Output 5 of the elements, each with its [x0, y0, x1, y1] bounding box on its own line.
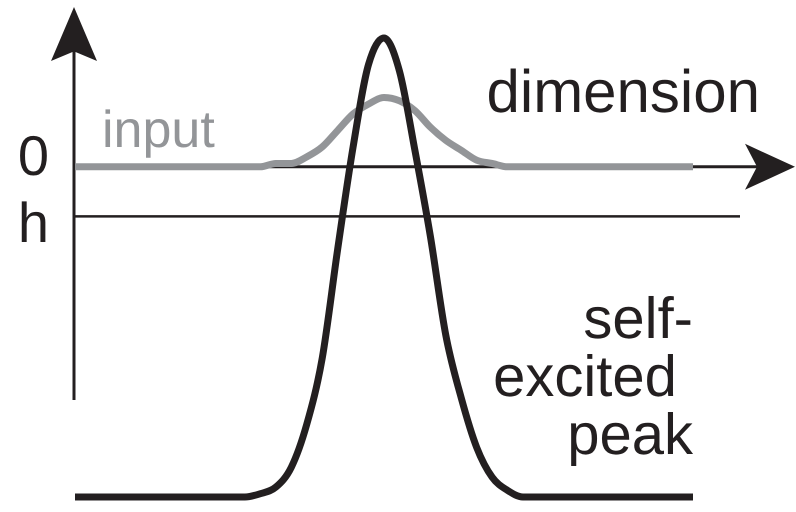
x-axis-title: dimension: [486, 58, 760, 125]
series-label: input: [102, 100, 216, 159]
ref-line-label: h: [18, 190, 49, 254]
text: 0: [18, 123, 49, 186]
series-label: self-excited peak: [493, 286, 694, 467]
